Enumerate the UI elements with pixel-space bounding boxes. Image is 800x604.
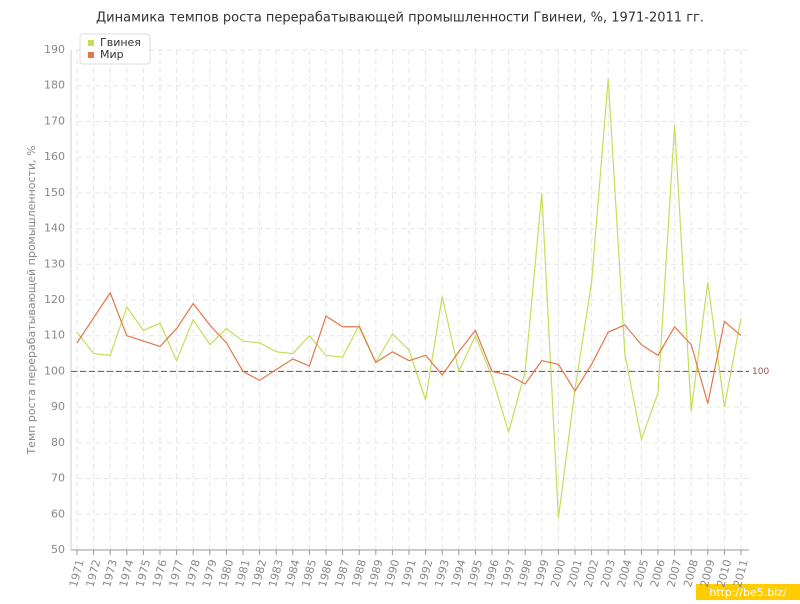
series-line — [76, 291, 742, 404]
y-tick-label: 100 — [44, 364, 65, 377]
y-tick-label: 90 — [51, 400, 65, 413]
y-tick-label: 60 — [51, 507, 65, 520]
watermark-bg — [696, 584, 800, 600]
watermark: http://be5.biz/ — [709, 586, 787, 599]
y-tick-label: 180 — [44, 79, 65, 92]
y-tick-label: 170 — [44, 114, 65, 127]
y-tick-label: 160 — [44, 150, 65, 163]
y-tick-label: 120 — [44, 293, 65, 306]
legend-swatch — [88, 52, 94, 58]
y-tick-label: 50 — [51, 543, 65, 556]
legend-box — [79, 33, 151, 65]
legend-swatch — [88, 40, 94, 46]
y-tick-label: 150 — [44, 186, 65, 199]
legend-label: Гвинея — [100, 36, 141, 49]
y-tick-label: 140 — [44, 222, 65, 235]
reference-label: 100 — [752, 367, 769, 377]
legend-label: Мир — [100, 48, 124, 61]
y-tick-label: 70 — [51, 472, 65, 485]
y-tick-label: 130 — [44, 257, 65, 270]
y-axis-label: Темп роста перерабатывающей промышленнос… — [25, 145, 38, 455]
y-tick-label: 190 — [44, 43, 65, 56]
chart-title: Динамика темпов роста перерабатывающей п… — [96, 11, 704, 26]
y-tick-label: 110 — [44, 329, 65, 342]
series-line — [76, 78, 742, 518]
y-tick-label: 80 — [51, 436, 65, 449]
